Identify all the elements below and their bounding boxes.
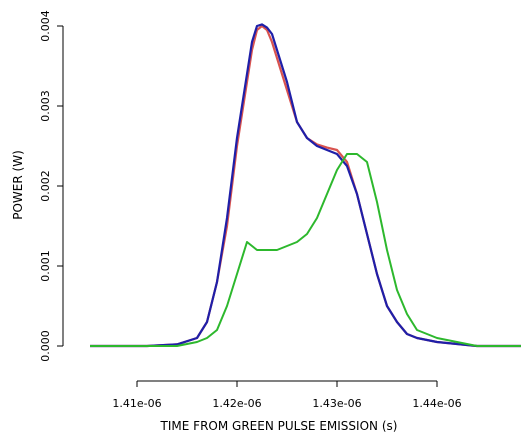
y-tick-label: 0.003 <box>39 90 52 122</box>
y-tick-label: 0.000 <box>39 330 52 362</box>
series-line-2 <box>90 23 521 348</box>
x-tick-label: 1.41e-06 <box>112 397 161 410</box>
y-axis-title: POWER (W) <box>11 150 25 220</box>
y-axis: 0.000 0.001 0.002 0.003 0.004 <box>39 10 64 362</box>
x-tick-label: 1.43e-06 <box>312 397 361 410</box>
series-line-3 <box>90 153 521 347</box>
x-axis-title: TIME FROM GREEN PULSE EMISSION (s) <box>160 419 398 433</box>
x-axis: 1.41e-06 1.42e-06 1.43e-06 1.44e-06 <box>112 380 462 410</box>
y-tick-label: 0.001 <box>39 250 52 282</box>
y-tick-label: 0.002 <box>39 170 52 202</box>
series-line-1 <box>90 24 521 348</box>
series-layer <box>90 23 521 348</box>
x-tick-label: 1.42e-06 <box>212 397 261 410</box>
x-tick-label: 1.44e-06 <box>412 397 461 410</box>
y-tick-label: 0.004 <box>39 10 52 42</box>
